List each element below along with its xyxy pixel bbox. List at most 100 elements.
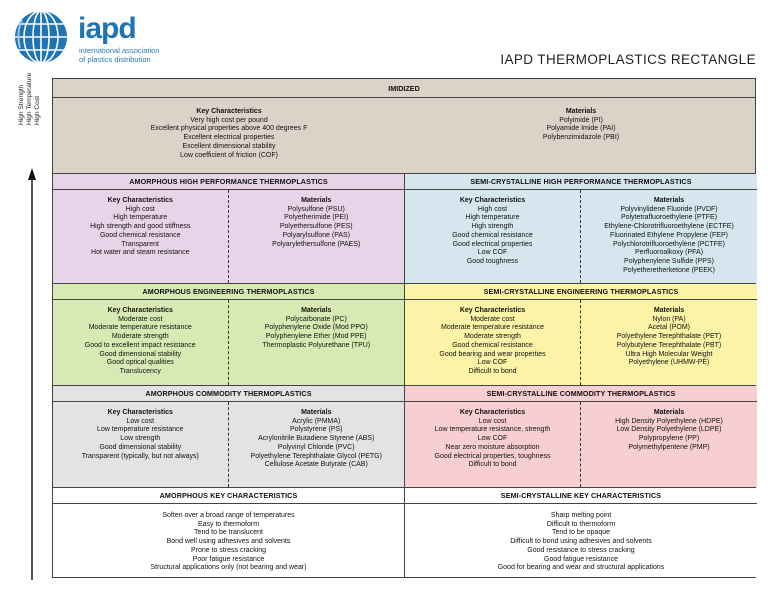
semi-hp-key: Key Characteristics High cost High temper… <box>405 190 581 283</box>
list-item: Moderate cost <box>118 315 163 323</box>
list-item: Acrylic (PMMA) <box>292 417 341 425</box>
page-title: IAPD THERMOPLASTICS RECTANGLE <box>500 52 756 67</box>
engineering-row: AMORPHOUS ENGINEERING THERMOPLASTICS Key… <box>53 284 757 386</box>
list-item: Very high cost per pound <box>190 116 268 124</box>
semi-crystalline-key-characteristics-section: SEMI-CRYSTALLINE KEY CHARACTERISTICS Sha… <box>405 488 757 577</box>
list-item: Good for bearing and wear and structural… <box>497 564 665 572</box>
iapd-logo: iapd international association of plasti… <box>12 8 212 68</box>
list-item: Low cost <box>126 417 155 425</box>
list-item: High cost <box>477 205 508 213</box>
imidized-section: IMIDIZED Key Characteristics Very high c… <box>53 79 755 174</box>
list-item: Good fatigue resistance <box>544 555 618 563</box>
list-item: Tend to be translucent <box>194 529 263 537</box>
semi-hp-title: SEMI-CRYSTALLINE HIGH PERFORMANCE THERMO… <box>405 174 757 190</box>
list-item: Difficult to bond <box>468 461 517 469</box>
semi-crystalline-commodity-section: SEMI-CRYSTALLINE COMMODITY THERMOPLASTIC… <box>405 386 757 487</box>
list-item: Polymethylpentene (PMP) <box>628 443 710 451</box>
thermoplastics-rectangle: IMIDIZED Key Characteristics Very high c… <box>52 78 757 578</box>
list-item: High Density Polyethylene (HDPE) <box>615 417 723 425</box>
list-item: High temperature <box>465 214 520 222</box>
list-item: Good toughness <box>466 257 519 265</box>
list-item: Polypropylene (PP) <box>638 435 700 443</box>
list-item: Low Density Polyethylene (LDPE) <box>616 426 722 434</box>
list-item: Acrylonitrile Butadiene Styrene (ABS) <box>258 435 375 443</box>
amorphous-eng-materials: Materials Polycarbonate (PC) Polyphenylen… <box>229 300 405 385</box>
list-item: Polyetherimide (PEI) <box>284 214 349 222</box>
list-item: Good chemical resistance <box>452 341 533 349</box>
list-item: Transparent <box>121 240 159 248</box>
list-item: Polyphenylene Ether (Mod PPE) <box>265 333 367 341</box>
list-item: Low COF <box>477 249 508 257</box>
list-item: Structural applications only (not bearin… <box>150 564 307 572</box>
list-item: Polyethylene Terephthalate Glycol (PETG) <box>250 452 382 460</box>
list-item: Transparent (typically, but not always) <box>81 452 199 460</box>
amorphous-com-title: AMORPHOUS COMMODITY THERMOPLASTICS <box>53 386 404 402</box>
list-item: Polystyrene (PS) <box>289 426 343 434</box>
logo-wordmark: iapd <box>78 12 137 45</box>
semi-key-list: Sharp melting point Difficult to thermofo… <box>405 504 757 573</box>
list-item: Nylon (PA) <box>652 315 686 323</box>
list-item: Low temperature resistance <box>97 426 184 434</box>
imidized-materials: Materials Polyimide (PI) Polyamide Imide … <box>405 98 757 143</box>
list-item: Thermoplastic Polyurethane (TPU) <box>262 341 371 349</box>
list-item: Polybutylene Terephthalate (PBT) <box>616 341 722 349</box>
list-item: Polyarylethersulfone (PAES) <box>272 240 361 248</box>
amorphous-key-list: Soften over a broad range of temperature… <box>53 504 404 573</box>
list-item: Soften over a broad range of temperature… <box>162 512 295 519</box>
imidized-title: IMIDIZED <box>53 79 755 98</box>
amorphous-commodity-section: AMORPHOUS COMMODITY THERMOPLASTICS Key C… <box>53 386 405 487</box>
list-item: Polyvinyl Chloride (PVC) <box>277 443 355 451</box>
list-item: High cost <box>125 205 155 213</box>
list-item: Polyethylene Terephthalate (PET) <box>616 333 722 341</box>
list-item: Moderate strength <box>464 333 521 341</box>
semi-hp-materials: Materials Polyvinylidene Fluoride (PVDF)… <box>581 190 757 283</box>
list-item: Polycarbonate (PC) <box>285 315 347 323</box>
list-item: Ultra High Molecular Weight <box>625 350 713 358</box>
semi-key-title: SEMI-CRYSTALLINE KEY CHARACTERISTICS <box>405 488 757 504</box>
axis-label-strength: High Strength <box>18 84 25 125</box>
list-item: Low strength <box>120 435 161 443</box>
list-item: Bond well using adhesives and solvents <box>166 538 291 546</box>
list-item: High strength <box>471 223 514 231</box>
list-item: Good chemical resistance <box>452 231 533 239</box>
list-item: Easy to thermoform <box>197 520 260 528</box>
list-item: High strength and good stiffness <box>90 223 191 231</box>
list-item: Polyamide Imide (PAI) <box>546 125 616 133</box>
list-item: Moderate temperature resistance <box>440 324 545 332</box>
list-item: Good dimensional stability <box>99 443 182 451</box>
semi-com-materials: Materials High Density Polyethylene (HDP… <box>581 402 757 487</box>
list-item: Good chemical resistance <box>99 231 181 239</box>
list-item: Acetal (POM) <box>647 324 690 332</box>
amorphous-key-title: AMORPHOUS KEY CHARACTERISTICS <box>53 488 404 504</box>
commodity-row: AMORPHOUS COMMODITY THERMOPLASTICS Key C… <box>53 386 757 488</box>
list-item: Polyetheretherketone (PEEK) <box>623 266 715 274</box>
list-item: Difficult to thermoform <box>546 520 616 528</box>
list-item: Sharp melting point <box>550 512 612 519</box>
semi-eng-key: Key Characteristics Moderate cost Moderat… <box>405 300 581 385</box>
semi-crystalline-high-performance-section: SEMI-CRYSTALLINE HIGH PERFORMANCE THERMO… <box>405 174 757 283</box>
list-item: Excellent electrical properties <box>183 134 275 142</box>
list-item: Low temperature resistance, strength <box>434 426 551 434</box>
list-item: Polyvinylidene Fluoride (PVDF) <box>620 205 718 213</box>
list-item: Excellent physical properties above 400 … <box>150 125 308 133</box>
list-item: Good electrical properties, toughness <box>434 452 551 460</box>
list-item: Near zero moisture absorption <box>445 443 540 451</box>
axis-label-temperature: High Temperature <box>26 72 33 125</box>
list-item: Good resistance to stress cracking <box>527 546 635 554</box>
amorphous-com-materials: Materials Acrylic (PMMA) Polystyrene (PS)… <box>229 402 405 487</box>
high-performance-row: AMORPHOUS HIGH PERFORMANCE THERMOPLASTIC… <box>53 174 757 284</box>
list-item: Polysulfone (PSU) <box>287 205 345 213</box>
list-item: Good bearing and wear properties <box>439 350 546 358</box>
list-item: Good dimensional stability <box>99 350 182 358</box>
logo-subtitle: international association of plastics di… <box>79 46 160 64</box>
list-item: Poor fatigue resistance <box>192 555 265 563</box>
amorphous-eng-title: AMORPHOUS ENGINEERING THERMOPLASTICS <box>53 284 404 300</box>
list-item: Polyethylene (UHMW-PE) <box>628 359 710 367</box>
amorphous-key-characteristics-section: AMORPHOUS KEY CHARACTERISTICS Soften ove… <box>53 488 405 577</box>
list-item: Cellulose Acetate Butyrate (CAB) <box>264 461 368 469</box>
list-item: Excellent dimensional stability <box>182 142 276 150</box>
list-item: Hot water and steam resistance <box>91 249 190 257</box>
strength-axis-arrow <box>28 168 36 580</box>
semi-eng-materials: Materials Nylon (PA) Acetal (POM) Polyethy… <box>581 300 757 385</box>
list-item: Difficult to bond <box>468 367 517 375</box>
